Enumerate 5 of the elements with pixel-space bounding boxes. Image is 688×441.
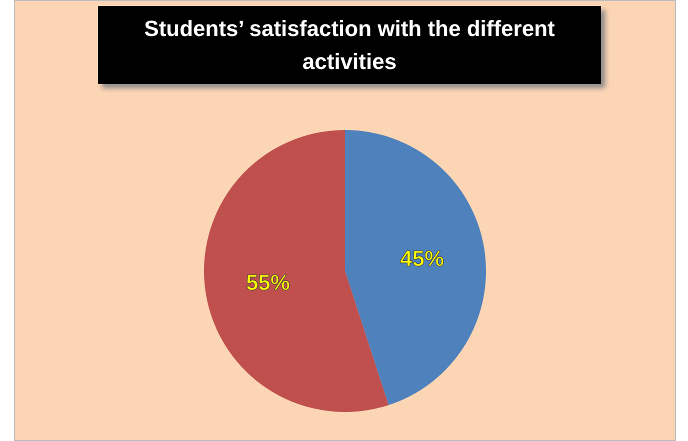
data-label: 55%: [246, 270, 290, 296]
data-label: 45%: [400, 246, 444, 271]
pie-slice: [204, 130, 389, 412]
chart-title: Students’ satisfaction with the different activities: [98, 6, 601, 84]
pie-slice: [345, 130, 486, 406]
